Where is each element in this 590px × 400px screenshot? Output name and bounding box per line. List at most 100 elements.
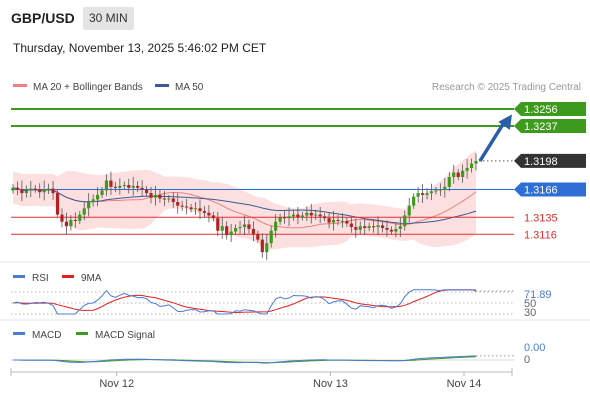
candle — [461, 164, 465, 183]
candle-body — [469, 163, 474, 169]
candle-body — [15, 187, 20, 190]
candle — [158, 189, 162, 203]
candle-body — [269, 230, 273, 244]
candle — [403, 210, 407, 231]
candle-body — [20, 189, 24, 194]
candle — [51, 181, 55, 200]
candle — [171, 192, 175, 208]
candle-body — [389, 229, 394, 232]
candle-body — [60, 214, 64, 222]
candle — [55, 189, 60, 218]
candle — [247, 219, 251, 234]
rsi-ma-legend-label: 9MA — [81, 273, 102, 284]
candle — [251, 221, 256, 242]
ma20-legend-swatch — [13, 84, 27, 87]
candle — [265, 234, 269, 261]
candle — [149, 186, 153, 204]
level-tag-bg — [514, 102, 586, 116]
candle-body — [104, 180, 109, 191]
candle — [82, 202, 86, 221]
candle-body — [78, 214, 82, 221]
candle — [318, 206, 322, 224]
candle-body — [394, 228, 398, 232]
timeframe-button[interactable]: 30 MIN — [83, 7, 134, 30]
candle-body — [42, 189, 46, 193]
candle-body — [38, 189, 42, 193]
candle — [42, 180, 46, 201]
candle-body — [211, 215, 215, 219]
candle-body — [318, 214, 322, 217]
candle — [412, 193, 416, 209]
candle-body — [73, 219, 77, 221]
level-tag-text: 1.3237 — [524, 121, 558, 133]
candle-body — [64, 221, 69, 227]
candle-body — [367, 226, 371, 228]
candle-body — [265, 243, 269, 253]
candle-body — [407, 205, 411, 216]
time-tick-label: Nov 13 — [313, 378, 348, 390]
candle — [282, 211, 287, 224]
candle — [340, 213, 345, 228]
candle-body — [314, 214, 318, 216]
candle — [456, 168, 460, 181]
candle-body — [229, 231, 233, 236]
candle-body — [363, 226, 367, 228]
candle-body — [251, 228, 256, 235]
rsi-panel — [11, 289, 514, 315]
candle-body — [447, 177, 451, 187]
candle-body — [278, 217, 282, 222]
candle — [296, 206, 300, 225]
level-tag-text: 1.3256 — [524, 104, 558, 116]
candle — [225, 221, 229, 240]
rsi-level-30: 30 — [524, 307, 536, 319]
candle-body — [336, 219, 340, 221]
candle — [452, 164, 456, 184]
candle — [185, 198, 189, 215]
candle-body — [176, 202, 180, 206]
candle — [73, 212, 77, 228]
candle-body — [33, 188, 37, 190]
candle-body — [323, 216, 327, 219]
level-tag-1.3237: 1.3237 — [514, 119, 586, 133]
candle — [95, 187, 100, 207]
candle-body — [29, 188, 33, 191]
candle — [394, 222, 398, 238]
candle — [327, 211, 331, 229]
macd-signal-legend-label: MACD Signal — [95, 330, 155, 341]
candle — [167, 194, 171, 203]
candle — [287, 207, 291, 227]
candle-body — [127, 185, 131, 188]
main-price-panel: 1.3256 1.3237 1.3198 1.3166 1.3135 1.3116 — [11, 102, 586, 261]
candle — [256, 230, 260, 243]
candle — [274, 214, 278, 238]
candle — [367, 222, 371, 232]
macd-legend-label: MACD — [32, 330, 61, 341]
candle-body — [300, 215, 304, 218]
candle — [438, 183, 442, 197]
candle-body — [216, 218, 220, 231]
candle — [113, 181, 117, 193]
candle-body — [95, 194, 100, 200]
candle-body — [47, 188, 51, 190]
candle-body — [198, 208, 202, 211]
candle — [354, 218, 358, 238]
candle — [47, 183, 51, 194]
candle — [176, 193, 180, 214]
candle-body — [100, 190, 104, 195]
candle-body — [461, 170, 465, 177]
candle — [24, 185, 28, 198]
candle — [425, 188, 429, 200]
candle — [100, 186, 104, 199]
candle — [300, 211, 304, 221]
candle — [20, 180, 24, 202]
level-tag-1.3256: 1.3256 — [514, 102, 586, 116]
candle-body — [380, 225, 385, 228]
candle-body — [452, 172, 456, 177]
candle-body — [287, 216, 291, 219]
candle-body — [153, 194, 158, 198]
candle-body — [340, 220, 345, 222]
candle-body — [291, 214, 296, 217]
candle — [38, 183, 42, 198]
candle — [180, 200, 184, 211]
